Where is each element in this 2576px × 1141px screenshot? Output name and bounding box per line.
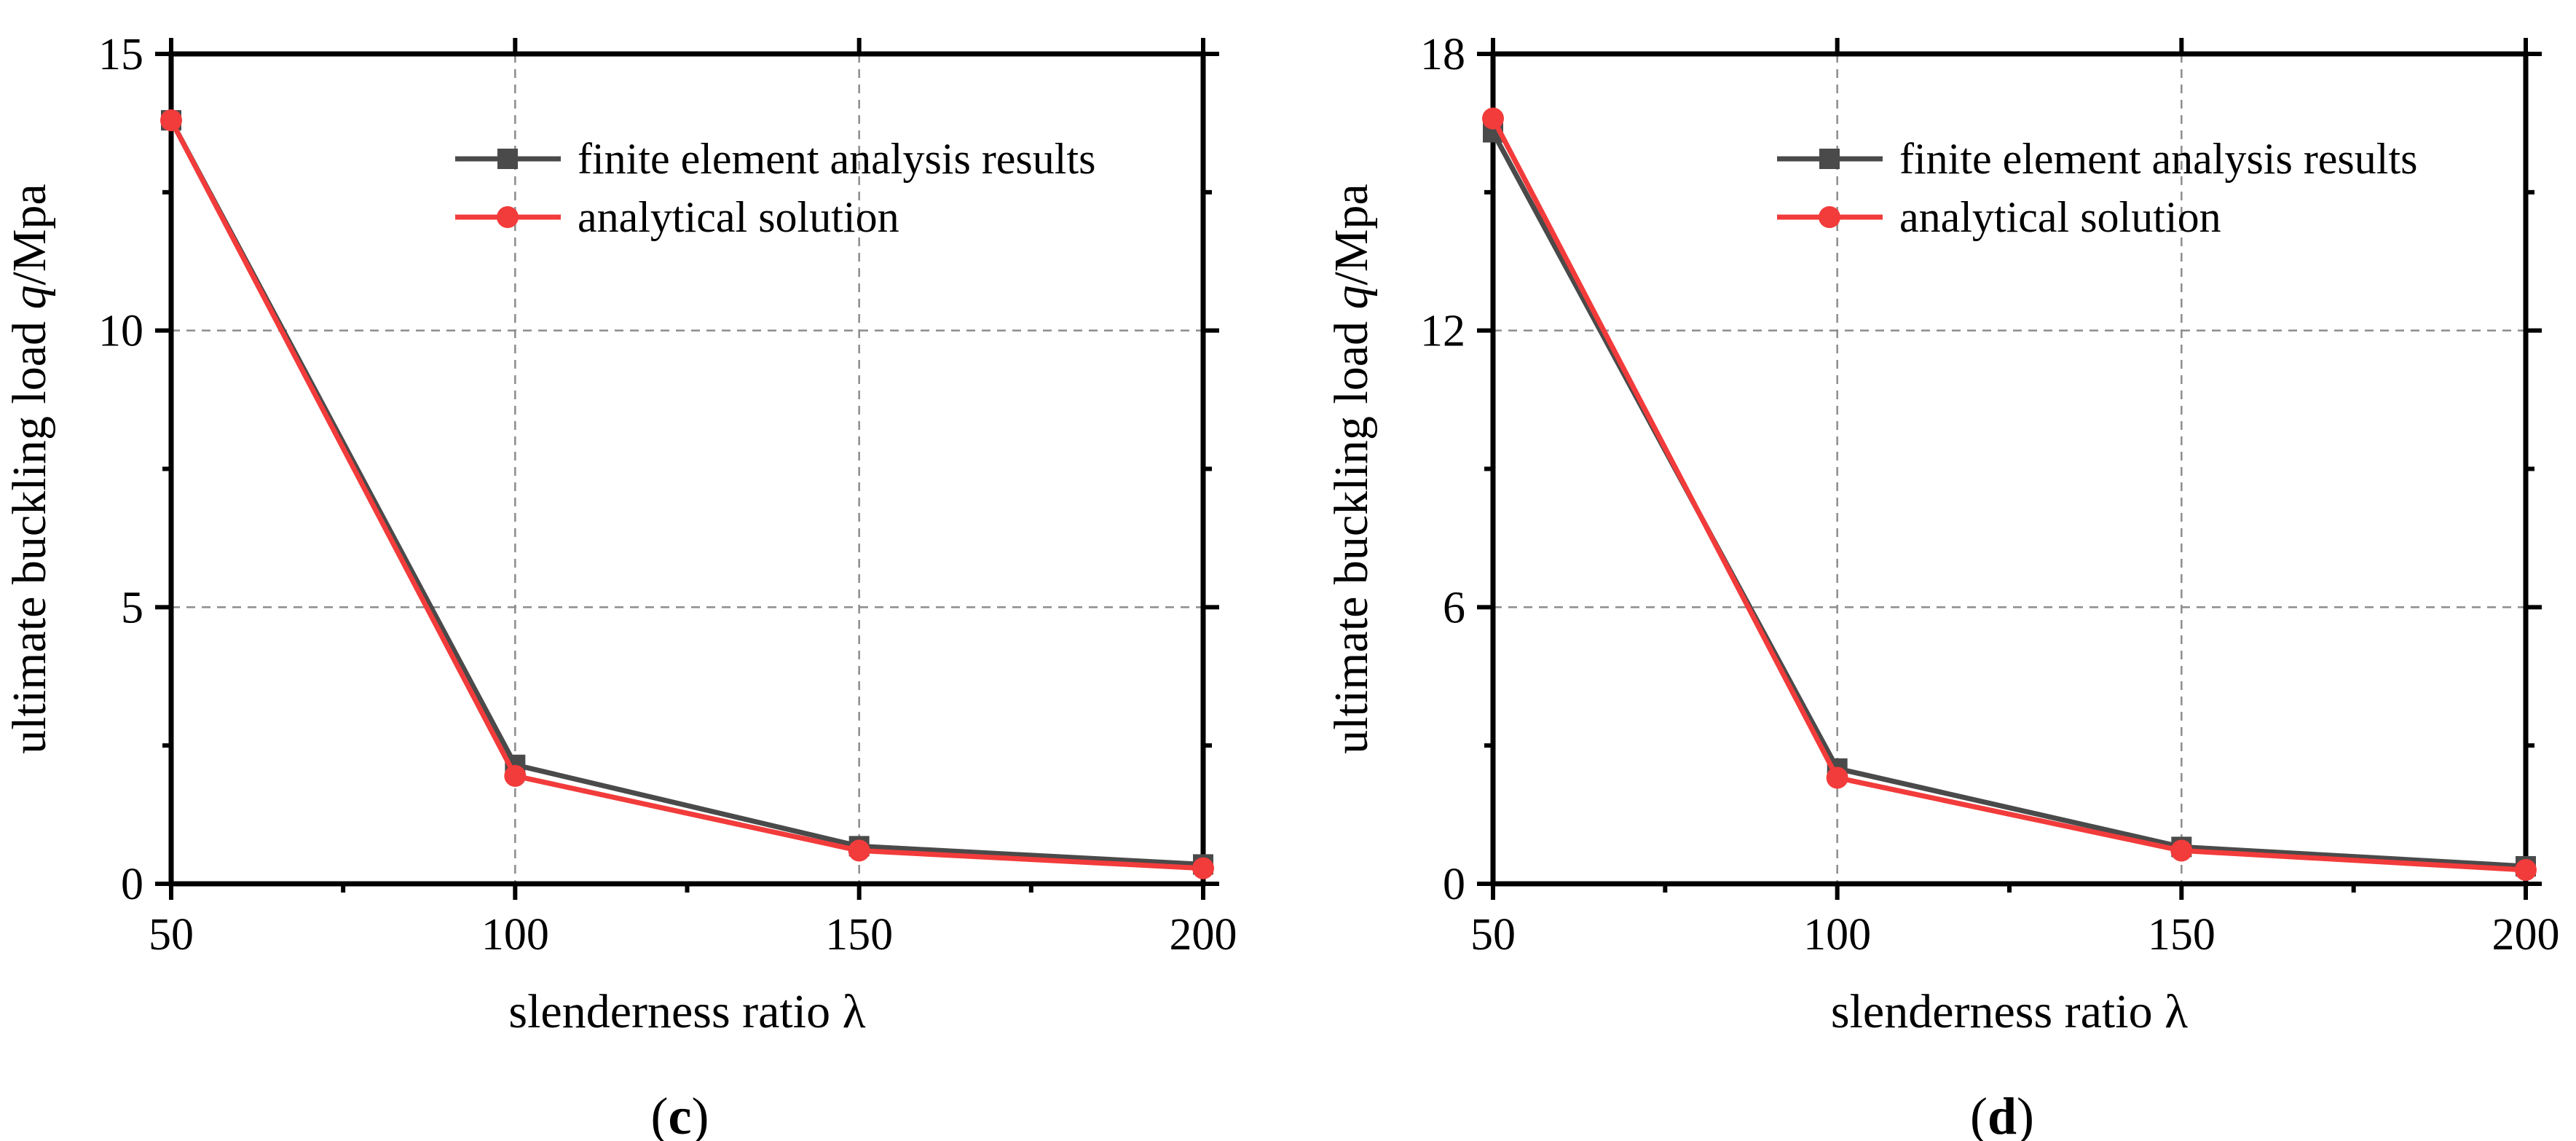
y-axis-title-variable: q (3, 285, 56, 309)
legend-circle-marker (497, 206, 519, 228)
y-axis-title-unit: /Mpa (3, 184, 56, 285)
legend-label: analytical solution (578, 193, 899, 241)
x-tick-label: 100 (481, 910, 549, 960)
fea-series-line (1490, 130, 2526, 869)
panel-label-letter: d (1988, 1087, 2017, 1141)
y-tick-label: 0 (121, 860, 143, 909)
chart-panel-d: 50 100 150 200 0 6 12 18 slenderness ratio λ ulti… (1325, 30, 2560, 1141)
analytical-series-line (168, 119, 1204, 871)
panel-label: (d) (1970, 1087, 2034, 1141)
x-tick-label: 150 (825, 910, 893, 960)
x-tick-label: 50 (1470, 910, 1516, 960)
analytical-point (504, 764, 527, 787)
y-axis-title-variable: q (1325, 285, 1378, 309)
panel-label-close: ) (691, 1087, 709, 1141)
y-tick-label: 6 (1443, 583, 1465, 632)
x-tick-label: 200 (2492, 910, 2560, 960)
panel-label-open: ( (1970, 1087, 1988, 1141)
analytical-point (2170, 839, 2193, 862)
legend-square-marker (1819, 149, 1840, 169)
y-axis-title-prefix: ultimate buckling load (3, 309, 56, 753)
panel-label-open: ( (651, 1087, 669, 1141)
legend-square-marker (497, 149, 518, 169)
x-tick-label: 50 (149, 910, 194, 960)
analytical-series-line (1490, 117, 2526, 873)
analytical-point (160, 109, 182, 132)
chart-panel-c: 50 100 150 200 0 5 10 15 slenderness ratio λ ulti… (3, 30, 1237, 1141)
x-tick-label: 200 (1170, 910, 1237, 960)
panel-label-letter: c (669, 1087, 692, 1141)
y-tick-label: 15 (98, 30, 143, 79)
y-tick-label: 12 (1420, 307, 1465, 356)
y-axis-title-prefix: ultimate buckling load (1325, 309, 1378, 753)
y-tick-label: 10 (98, 307, 143, 356)
analytical-point (1826, 766, 1848, 789)
y-axis-title-unit: /Mpa (1325, 184, 1378, 285)
analytical-point (1482, 107, 1504, 130)
y-axis-title: ultimate buckling load q/Mpa (3, 184, 56, 754)
x-axis-title: slenderness ratio λ (508, 985, 865, 1038)
y-tick-label: 18 (1420, 30, 1465, 79)
y-tick-label: 0 (1443, 860, 1465, 909)
analytical-point (1192, 857, 1214, 879)
panel-label-close: ) (2017, 1087, 2034, 1141)
legend-label: analytical solution (1899, 193, 2221, 241)
panel-label: (c) (651, 1087, 709, 1141)
analytical-point (848, 839, 870, 862)
x-tick-label: 150 (2148, 910, 2215, 960)
analytical-point (2515, 859, 2537, 882)
legend-label: finite element analysis results (1899, 135, 2417, 183)
x-tick-label: 100 (1803, 910, 1871, 960)
legend-circle-marker (1819, 206, 1840, 228)
legend-label: finite element analysis results (578, 135, 1095, 183)
y-tick-label: 5 (121, 583, 143, 632)
x-axis-title: slenderness ratio λ (1831, 985, 2188, 1038)
y-axis-title: ultimate buckling load q/Mpa (1325, 184, 1378, 754)
fea-series-line (168, 119, 1204, 867)
